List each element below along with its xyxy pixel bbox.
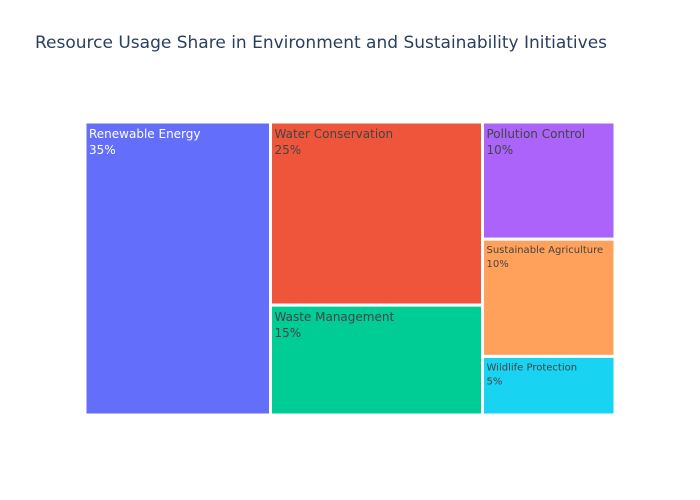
tile-value-pollution-control: 10% — [487, 143, 514, 157]
chart-title: Resource Usage Share in Environment and … — [35, 33, 608, 53]
tile-label-sustainable-agriculture: Sustainable Agriculture — [487, 245, 604, 256]
tile-label-pollution-control: Pollution Control — [487, 127, 586, 141]
tile-label-water-conservation: Water Conservation — [275, 127, 394, 141]
tile-value-waste-management: 15% — [275, 326, 302, 340]
tile-rect-wildlife-protection[interactable] — [481, 354, 617, 417]
tile-value-sustainable-agriculture: 10% — [487, 259, 509, 270]
tile-label-waste-management: Waste Management — [275, 310, 395, 324]
tile-label-renewable-energy: Renewable Energy — [89, 127, 201, 141]
tile-sustainable-agriculture[interactable]: Sustainable Agriculture 10% — [481, 237, 617, 358]
tile-label-wildlife-protection: Wildlife Protection — [487, 362, 578, 373]
tile-value-water-conservation: 25% — [275, 143, 302, 157]
tile-value-wildlife-protection: 5% — [487, 376, 503, 387]
tile-pollution-control[interactable]: Pollution Control 10% — [481, 120, 617, 241]
tile-renewable-energy[interactable]: Renewable Energy 35% — [83, 120, 272, 417]
tile-rect-renewable-energy[interactable] — [83, 120, 272, 417]
tile-value-renewable-energy: 35% — [89, 143, 116, 157]
tile-waste-management[interactable]: Waste Management 15% — [269, 303, 484, 417]
tile-wildlife-protection[interactable]: Wildlife Protection 5% — [481, 354, 617, 417]
tile-water-conservation[interactable]: Water Conservation 25% — [269, 120, 484, 307]
tile-rect-sustainable-agriculture[interactable] — [481, 237, 617, 358]
tile-rect-water-conservation[interactable] — [269, 120, 484, 307]
